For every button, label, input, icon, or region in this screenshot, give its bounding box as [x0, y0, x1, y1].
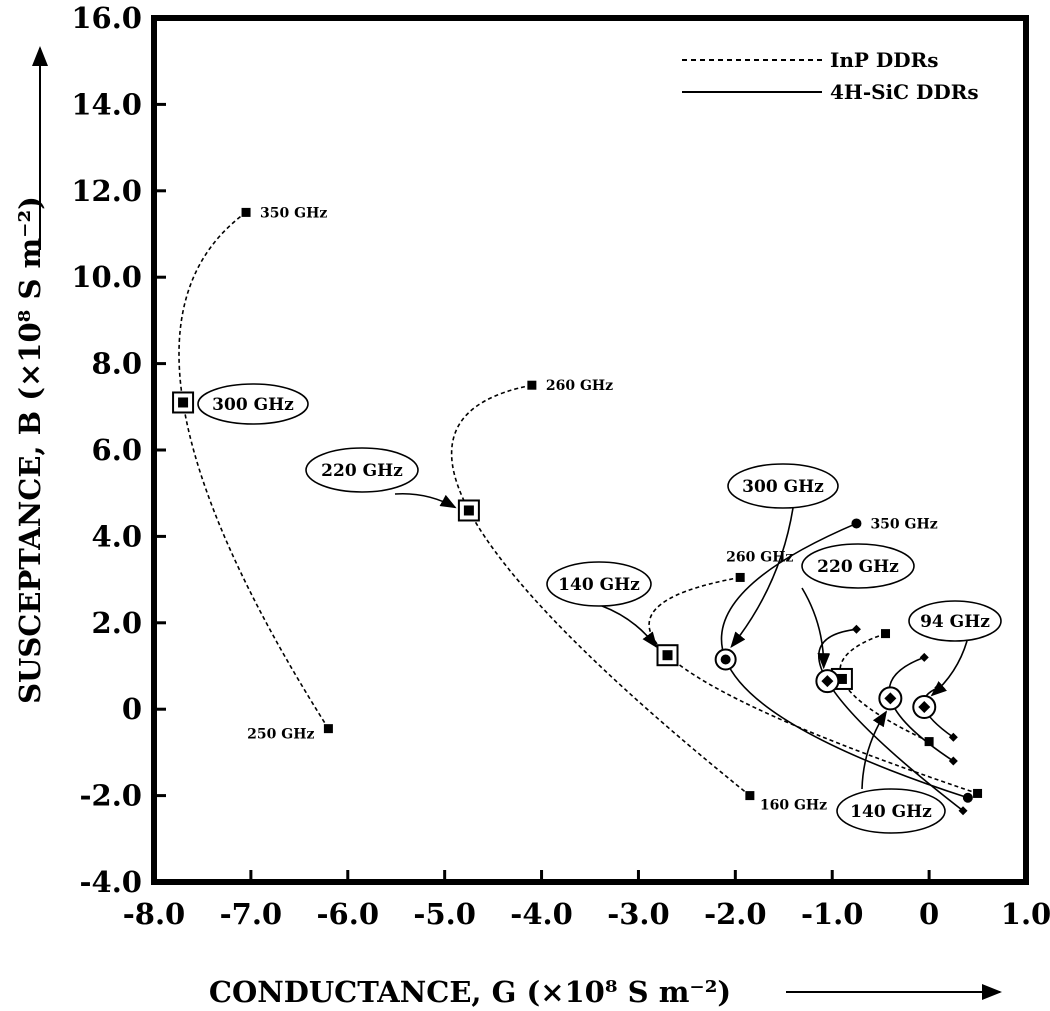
data-point-marker — [527, 380, 537, 390]
data-point-marker — [851, 624, 861, 634]
y-tick-label: 10.0 — [71, 260, 142, 294]
callout-label: 140 GHz — [558, 575, 640, 595]
callout-arrow — [730, 507, 794, 648]
data-point-marker — [735, 572, 745, 582]
x-tick-label: -7.0 — [220, 897, 283, 931]
series-line-5 — [818, 628, 964, 812]
data-point-marker — [241, 207, 251, 217]
data-point-marker — [948, 756, 958, 766]
y-tick-label: 12.0 — [71, 174, 142, 208]
callout-label: 220 GHz — [321, 461, 403, 481]
callout-ellipse — [801, 543, 915, 589]
callout-label: 220 GHz — [817, 557, 899, 577]
y-tick-label: -4.0 — [80, 865, 143, 899]
y-tick-label: 8.0 — [92, 347, 142, 381]
x-tick-label: -1.0 — [801, 897, 864, 931]
x-tick-label: 0 — [919, 897, 939, 931]
data-point-marker — [958, 806, 968, 816]
callout-label: 300 GHz — [742, 477, 824, 497]
legend-label-sic: 4H-SiC DDRs — [830, 80, 979, 104]
data-point-marker — [720, 654, 731, 665]
callout-arrow — [930, 640, 968, 697]
y-tick-label: 0 — [122, 692, 142, 726]
x-tick-label: -6.0 — [317, 897, 380, 931]
data-point-marker — [851, 518, 862, 529]
y-tick-label: 2.0 — [92, 606, 142, 640]
callout-label: 94 GHz — [920, 612, 990, 632]
data-point-marker — [918, 701, 931, 714]
legend-label-inp: InP DDRs — [830, 48, 938, 72]
callout-ellipse — [305, 447, 419, 493]
x-tick-label: -2.0 — [704, 897, 767, 931]
x-axis-ticks: -8.0 -7.0 -6.0 -5.0 -4.0 -3.0 -2.0 -1.0 0 1.0 — [123, 870, 1050, 931]
data-point-label: 160 GHz — [760, 798, 827, 814]
data-point-label: 250 GHz — [247, 727, 314, 743]
callout-arrow — [801, 587, 831, 670]
data-point-label: 260 GHz — [546, 378, 613, 394]
series-layer: 350 GHz 250 GHz 260 GHz 160 GHz 260 GHz 350 G… — [172, 205, 983, 816]
y-axis-title: SUSCEPTANCE, B (×10⁸ S m⁻²) — [13, 196, 47, 704]
callout-ellipse — [908, 600, 1002, 642]
data-point-label: 350 GHz — [870, 516, 937, 532]
data-point-marker — [924, 737, 934, 747]
x-axis-title: CONDUCTANCE, G (×10⁸ S m⁻²) — [209, 975, 731, 1009]
y-axis-ticks: -4.0 -2.0 0 2.0 4.0 6.0 8.0 10.0 12.0 14.0 16.0 — [71, 1, 166, 899]
data-point-marker — [884, 692, 897, 705]
series-line-3 — [839, 632, 930, 743]
data-point-marker — [463, 505, 474, 516]
data-point-marker — [178, 397, 189, 408]
x-tick-label: -8.0 — [123, 897, 186, 931]
series-line-2 — [648, 576, 978, 795]
callout-ellipse — [546, 561, 652, 607]
callout-ellipse — [836, 788, 946, 834]
y-tick-label: 14.0 — [71, 87, 142, 121]
data-point-marker — [919, 652, 929, 662]
y-tick-label: 4.0 — [92, 519, 142, 553]
y-tick-label: 6.0 — [92, 433, 142, 467]
callout-label: 140 GHz — [850, 802, 932, 822]
annotation-layer: 300 GHz 220 GHz 140 GHz 300 GHz 220 GHz 94 GH… — [197, 383, 1002, 834]
data-point-marker — [323, 724, 333, 734]
callout-ellipse — [727, 463, 839, 509]
x-tick-label: -4.0 — [510, 897, 573, 931]
data-point-marker — [881, 629, 891, 639]
callout-arrow — [601, 605, 658, 649]
x-tick-label: -5.0 — [413, 897, 476, 931]
data-point-marker — [662, 650, 673, 661]
callout-ellipse — [197, 383, 309, 425]
data-point-marker — [836, 673, 847, 684]
x-tick-label: -3.0 — [607, 897, 670, 931]
callout-label: 300 GHz — [212, 395, 294, 415]
data-point-label: 350 GHz — [260, 205, 327, 221]
y-tick-label: -2.0 — [80, 779, 143, 813]
data-point-marker — [948, 732, 958, 742]
plot-frame — [151, 15, 1029, 885]
data-point-marker — [973, 788, 983, 798]
x-tick-label: 1.0 — [1001, 897, 1050, 931]
data-point-marker — [745, 791, 755, 801]
data-point-marker — [821, 675, 834, 688]
callout-arrow — [394, 492, 457, 509]
callout-arrow — [861, 710, 888, 790]
y-tick-label: 16.0 — [71, 1, 142, 35]
legend: InP DDRs 4H-SiC DDRs — [682, 48, 979, 104]
data-point-label: 260 GHz — [726, 549, 793, 565]
data-point-marker — [962, 792, 973, 803]
